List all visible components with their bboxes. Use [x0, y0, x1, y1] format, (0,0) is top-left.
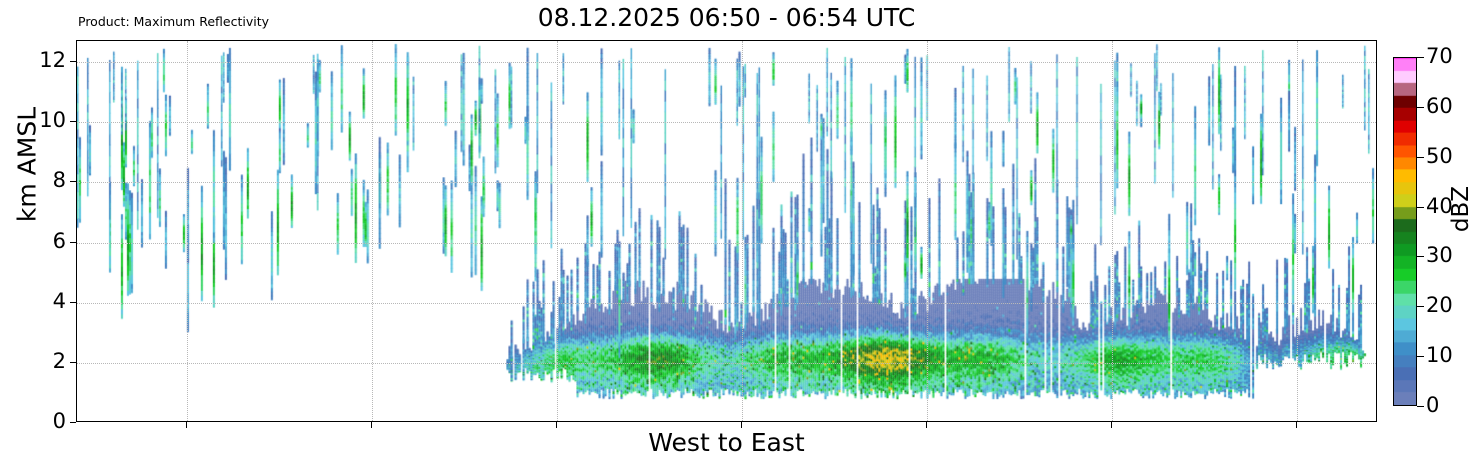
x-tick-mark — [741, 422, 742, 428]
y-tick-label: 10 — [39, 108, 66, 133]
y-tick-label: 4 — [52, 288, 66, 313]
colorbar-tick-label: 20 — [1426, 293, 1453, 318]
colorbar-tick-label: 50 — [1426, 143, 1453, 168]
y-tick-label: 2 — [52, 348, 66, 373]
x-axis-label: West to East — [648, 428, 805, 457]
colorbar-tick-mark — [1417, 57, 1424, 58]
colorbar-tick-label: 10 — [1426, 343, 1453, 368]
y-tick-label: 6 — [52, 228, 66, 253]
reflectivity-heatmap — [77, 41, 1376, 421]
colorbar: 0 10 20 30 40 50 60 70 — [1393, 46, 1453, 416]
plot-area — [76, 40, 1377, 422]
colorbar-tick-mark — [1417, 406, 1424, 407]
y-tick-mark — [70, 181, 76, 183]
colorbar-tick-label: 40 — [1426, 193, 1453, 218]
colorbar-tick-label: 70 — [1426, 44, 1453, 68]
y-tick-label: 12 — [39, 48, 66, 73]
y-tick-mark — [70, 61, 76, 63]
colorbar-tick-mark — [1417, 106, 1424, 108]
x-tick-mark — [1296, 422, 1297, 428]
x-tick-mark — [926, 422, 927, 428]
colorbar-tick-label: 60 — [1426, 93, 1453, 118]
y-tick-mark — [70, 121, 76, 123]
y-tick-mark — [70, 301, 76, 303]
colorbar-tick-mark — [1417, 156, 1424, 158]
y-tick-mark — [70, 241, 76, 243]
colorbar-gradient — [1393, 57, 1417, 406]
product-annotation: Product: Maximum Reflectivity — [78, 14, 270, 29]
x-tick-mark — [371, 422, 372, 428]
colorbar-tick-label: 30 — [1426, 243, 1453, 268]
colorbar-tick-mark — [1417, 356, 1424, 358]
x-tick-mark — [556, 422, 557, 428]
colorbar-unit-label: dBZ — [1448, 185, 1474, 233]
x-tick-mark — [186, 422, 187, 428]
y-tick-mark — [70, 361, 76, 363]
y-tick-mark — [70, 422, 76, 423]
y-tick-label: 8 — [52, 168, 66, 193]
colorbar-tick-mark — [1417, 256, 1424, 258]
colorbar-tick-mark — [1417, 206, 1424, 208]
colorbar-tick-label: 0 — [1426, 393, 1440, 417]
x-tick-mark — [1111, 422, 1112, 428]
colorbar-tick-mark — [1417, 306, 1424, 308]
page-title: 08.12.2025 06:50 - 06:54 UTC — [537, 3, 916, 32]
y-tick-label: 0 — [52, 409, 66, 433]
